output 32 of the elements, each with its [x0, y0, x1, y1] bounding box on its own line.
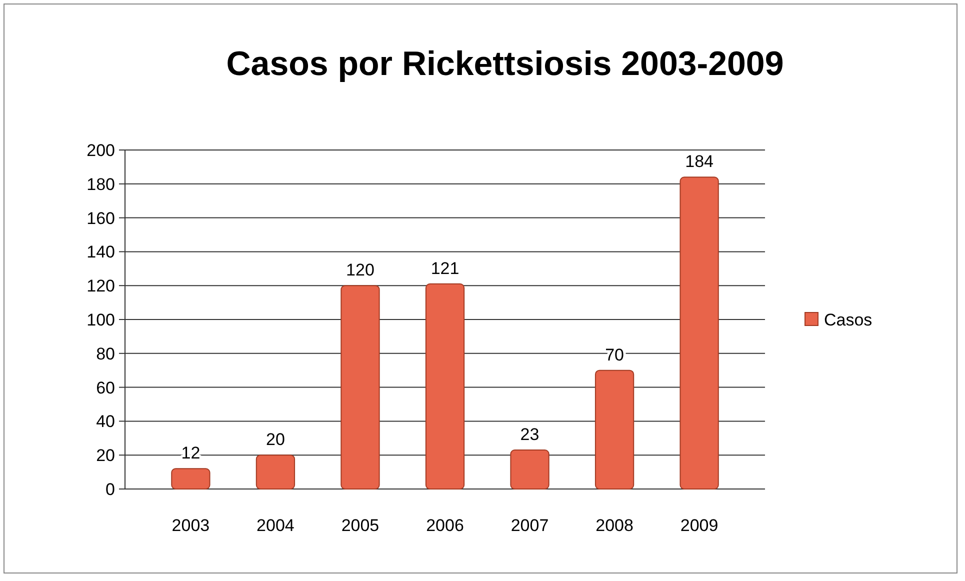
y-tick-label: 200 — [86, 140, 115, 160]
bar — [340, 285, 380, 490]
x-tick-label: 2008 — [596, 516, 634, 535]
y-tick-label: 180 — [86, 174, 115, 194]
x-tick-label: 2005 — [341, 516, 380, 535]
x-tick-label: 2009 — [680, 516, 718, 535]
x-tick-label: 2004 — [256, 516, 294, 535]
legend-label: Casos — [824, 310, 872, 330]
data-label: 23 — [520, 425, 540, 444]
y-tick-label: 120 — [86, 276, 115, 296]
x-tick-label: 2003 — [172, 516, 210, 535]
bar — [171, 468, 210, 490]
data-label: 184 — [685, 152, 714, 172]
y-tick-label: 20 — [96, 446, 115, 466]
y-tick-label: 0 — [106, 480, 115, 499]
chart-title: Casos por Rickettsiosis 2003-2009 — [226, 45, 784, 83]
bar — [510, 450, 550, 490]
y-tick-label: 60 — [96, 378, 115, 398]
data-label: 20 — [266, 430, 285, 450]
y-tick-label: 100 — [86, 310, 115, 330]
y-tick-label: 140 — [86, 242, 115, 262]
bar — [256, 454, 296, 490]
y-tick-label: 40 — [96, 412, 115, 432]
data-label: 121 — [430, 258, 460, 278]
x-tick-label: 2006 — [426, 516, 464, 535]
x-tick-label: 2007 — [510, 516, 549, 535]
bar — [680, 176, 719, 490]
y-tick-label: 80 — [96, 344, 115, 364]
bar — [425, 283, 465, 490]
data-label: 120 — [346, 260, 374, 280]
y-tick-label: 160 — [86, 208, 115, 228]
bar — [594, 370, 634, 490]
